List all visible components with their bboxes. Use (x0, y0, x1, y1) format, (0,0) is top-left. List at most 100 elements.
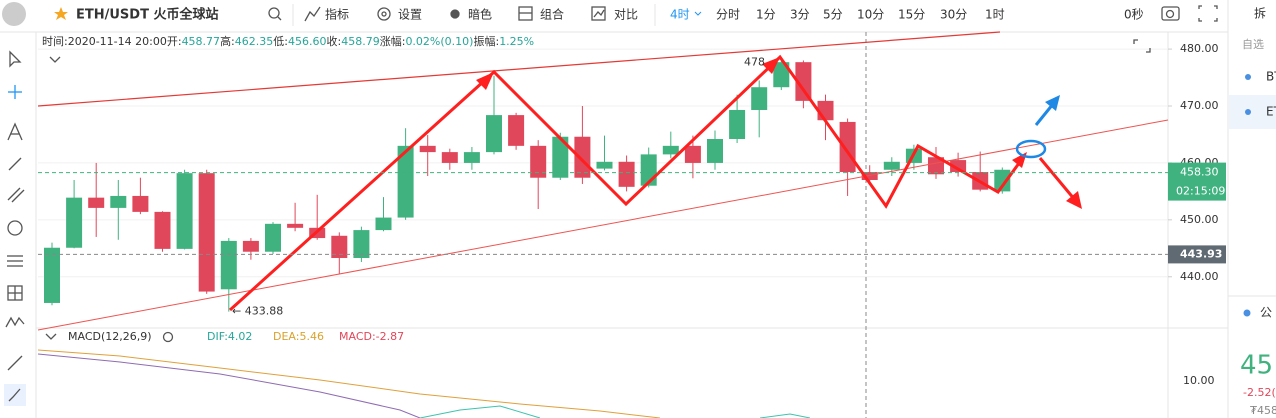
candle-body (287, 223, 304, 228)
logo[interactable] (2, 2, 26, 26)
period-button[interactable]: 15分 (898, 8, 925, 22)
panel-notice[interactable]: 公 (1260, 306, 1272, 320)
candle-body (950, 160, 967, 173)
trend-line (37, 31, 1001, 107)
arrow-head (762, 57, 780, 74)
period-button[interactable]: 4时 (670, 8, 690, 22)
macd-dea: DEA:5.46 (273, 330, 324, 343)
last-price-tag (1168, 162, 1226, 201)
candle-body (618, 161, 635, 187)
panel-change: -2.52( (1243, 386, 1276, 399)
info-bar: 时间:2020-11-14 20:00开:458.77高:462.35低:456… (42, 34, 534, 48)
candle-body (132, 195, 149, 212)
trend-drawings (37, 31, 1169, 331)
candle-body (441, 152, 458, 163)
forecast-arrow (1038, 157, 1077, 201)
candle-body (574, 136, 591, 178)
tool-button[interactable]: 暗色 (468, 7, 492, 22)
info-label: 收: (327, 34, 342, 48)
cross-price-tag (1168, 245, 1226, 264)
candle-body (596, 161, 613, 169)
macd-trace (37, 353, 421, 418)
item-icon (1245, 109, 1251, 115)
candle-body (994, 169, 1011, 192)
period-button[interactable]: 1时 (985, 8, 1005, 22)
y-tick-label: 440.00 (1180, 270, 1219, 283)
macd-dea-line (37, 349, 661, 418)
tool-button[interactable]: 设置 (398, 8, 422, 22)
tool-button[interactable]: 指标 (325, 7, 349, 22)
period-button[interactable]: 5分 (823, 8, 843, 22)
macd-dif-line (759, 413, 811, 418)
macd-dif-line (419, 405, 541, 418)
candle-body (729, 109, 746, 140)
macd-collapse[interactable] (45, 333, 57, 340)
info-label: 涨幅: (380, 35, 406, 48)
y-tick-label: 480.00 (1180, 42, 1219, 55)
candle-body (110, 195, 127, 208)
forecast-arrow (1034, 103, 1055, 126)
countdown-label: 02:15:09 (1176, 185, 1225, 198)
macd-value: MACD:-2.87 (339, 330, 404, 343)
expand-icon[interactable] (1133, 39, 1151, 53)
cross-price-label: 443.93 (1180, 247, 1222, 260)
countdown: 0秒 (1124, 8, 1144, 22)
toolbar: 指标 设置 暗色 组合 对比 4时 分时 1分 3分 5分 10分 15分 30分 1时 0秒 (325, 7, 1144, 22)
tool-button[interactable]: 对比 (614, 8, 638, 22)
candle-body (88, 197, 105, 208)
period-button[interactable]: 3分 (790, 8, 810, 22)
low-annotation: ← 433.88 (232, 305, 283, 318)
panel-top[interactable]: 拆 (1254, 6, 1266, 21)
candle-body (861, 172, 878, 180)
candle-body (242, 240, 259, 252)
info-value: 458.79 (341, 35, 380, 48)
candle-body (928, 157, 944, 175)
candle-body (66, 197, 83, 248)
macd-settings[interactable] (162, 331, 174, 343)
drawing-tools[interactable] (4, 50, 26, 406)
candle-body (508, 115, 525, 146)
period-button[interactable]: 1分 (756, 8, 776, 22)
tool-icons (304, 6, 606, 22)
period-button[interactable]: 30分 (940, 8, 967, 22)
panel-item[interactable]: BT (1266, 70, 1276, 84)
info-label: 低: (273, 35, 288, 48)
candle-body (220, 240, 237, 290)
period-caret[interactable] (694, 11, 702, 16)
macd-title: MACD(12,26,9) (68, 330, 152, 343)
macd-tick: 10.00 (1183, 374, 1215, 387)
arrow-head (476, 72, 494, 90)
candle-body (353, 230, 370, 258)
info-value: 0.02%(0.10) (405, 35, 473, 48)
candle-body (707, 139, 723, 163)
arrow-head (1066, 191, 1082, 209)
candle-body (839, 121, 856, 173)
panel-tab[interactable]: 自选 (1242, 38, 1264, 51)
highlight-ellipse (1015, 139, 1047, 159)
high-annotation: 478 (744, 55, 765, 68)
collapse-icon[interactable] (49, 56, 61, 63)
search-icon[interactable] (268, 7, 282, 21)
symbol[interactable]: ETH/USDT 火币全球站 (76, 7, 218, 23)
candle-body (486, 115, 502, 153)
panel-fiat: ₮458 (1250, 404, 1276, 417)
zigzag-path (228, 54, 1027, 312)
period-button[interactable]: 10分 (857, 8, 884, 22)
tool-button[interactable]: 组合 (540, 7, 564, 22)
y-tick-label: 470.00 (1180, 99, 1219, 112)
candle-body (773, 62, 790, 88)
trend-line (37, 119, 1169, 331)
favorite-star[interactable] (54, 7, 68, 20)
info-label: 高: (220, 34, 235, 48)
item-icon (1245, 74, 1251, 80)
window-icons[interactable] (1161, 5, 1218, 22)
candle-body (751, 87, 768, 110)
candle-body (154, 211, 171, 249)
period-button[interactable]: 分时 (716, 8, 740, 22)
y-tick-label: 450.00 (1180, 213, 1219, 226)
panel-item[interactable]: ET (1266, 105, 1276, 119)
price-overlay: 478 ← 433.88 458.30 02:15:09 443.93 (38, 55, 1226, 318)
